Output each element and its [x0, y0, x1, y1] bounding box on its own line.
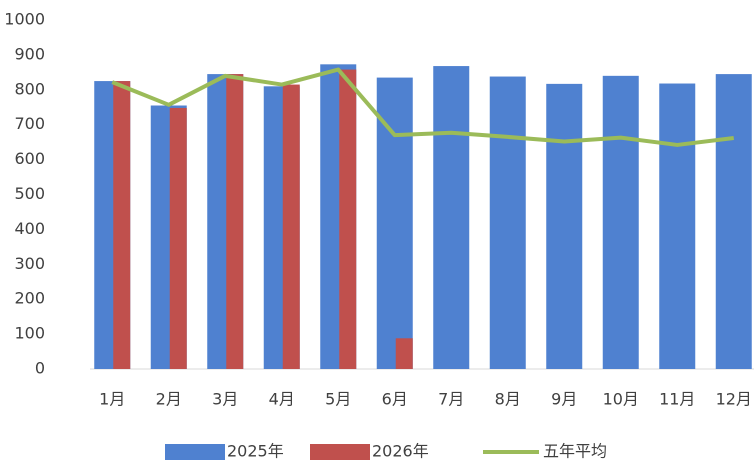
- x-tick-label: 7月: [438, 390, 464, 409]
- x-tick-label: 8月: [495, 390, 521, 409]
- bar: [395, 338, 413, 369]
- y-tick-label: 800: [14, 79, 45, 98]
- y-tick-label: 900: [14, 44, 45, 63]
- bar: [226, 74, 244, 369]
- line: [111, 67, 734, 147]
- y-tick-label: 200: [14, 289, 45, 308]
- x-tick-label: 12月: [716, 390, 752, 409]
- y-tick-label: 400: [14, 219, 45, 238]
- bar: [546, 83, 583, 369]
- x-tick-label: 2月: [156, 390, 182, 409]
- bar: [169, 107, 187, 369]
- legend-label: 五年平均: [543, 442, 607, 461]
- bar: [376, 77, 413, 370]
- bar: [489, 76, 526, 370]
- legend-swatch: [310, 444, 370, 460]
- x-tick-label: 4月: [269, 390, 295, 409]
- y-tick-label: 0: [35, 359, 45, 378]
- x-tick-label: 9月: [551, 390, 577, 409]
- x-tick-label: 6月: [382, 390, 408, 409]
- y-tick-label: 500: [14, 184, 45, 203]
- x-tick-label: 5月: [325, 390, 351, 409]
- bar: [659, 83, 696, 369]
- y-tick-label: 1000: [4, 10, 45, 29]
- y-tick-label: 100: [14, 324, 45, 343]
- bar: [602, 75, 639, 369]
- x-tick-label: 11月: [659, 390, 695, 409]
- y-tick-label: 700: [14, 114, 45, 133]
- legend-swatch: [165, 444, 225, 460]
- x-tick-label: 3月: [212, 390, 238, 409]
- legend-label: 2026年: [372, 442, 429, 461]
- bar: [715, 74, 752, 369]
- legend-label: 2025年: [227, 442, 284, 461]
- bar: [339, 69, 357, 370]
- bar: [113, 81, 131, 369]
- bar: [433, 66, 470, 370]
- x-tick-label: 10月: [603, 390, 639, 409]
- y-tick-label: 600: [14, 149, 45, 168]
- bar: [282, 84, 300, 369]
- x-tick-label: 1月: [99, 390, 125, 409]
- y-tick-label: 300: [14, 254, 45, 273]
